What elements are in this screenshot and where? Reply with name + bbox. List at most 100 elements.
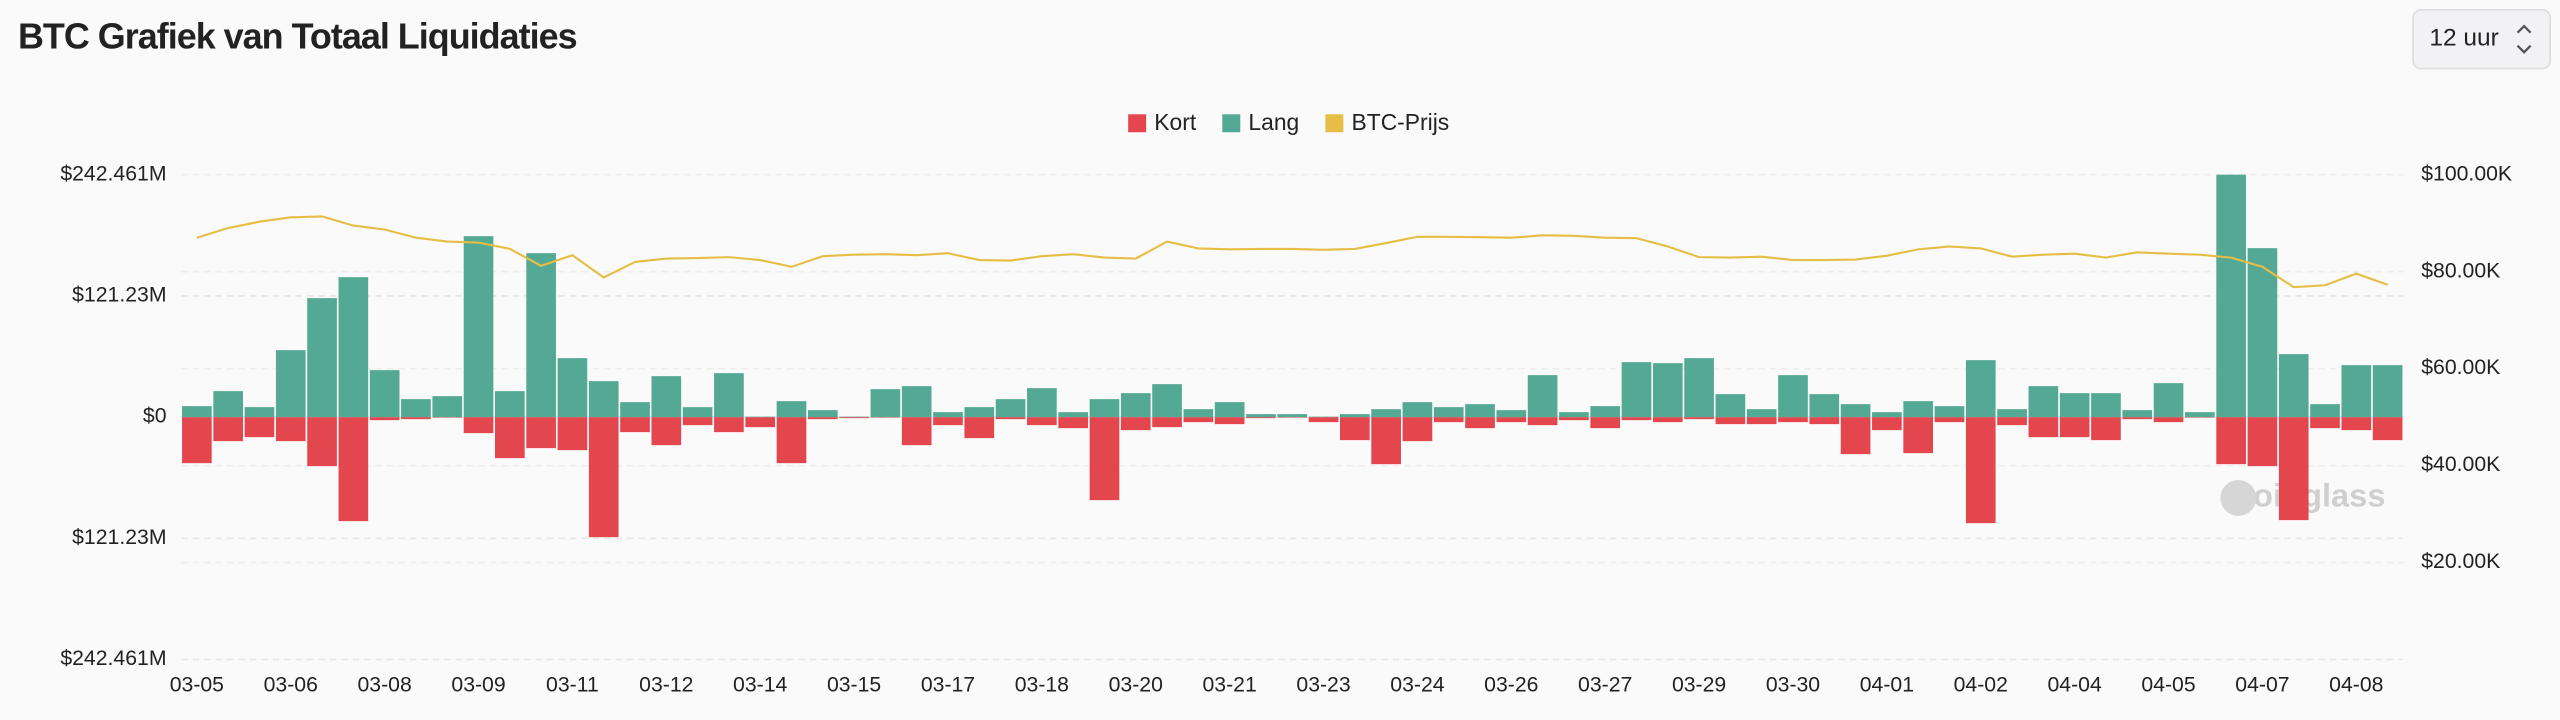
bar <box>1496 410 1527 418</box>
bar <box>2247 248 2278 418</box>
bar <box>2341 365 2372 418</box>
bar <box>1715 417 1746 425</box>
chart-title: BTC Grafiek van Totaal Liquidaties <box>18 16 577 57</box>
bar <box>401 417 431 420</box>
bar <box>1746 409 1777 418</box>
bar <box>1214 402 1245 418</box>
bar <box>2028 386 2059 418</box>
x-tick-label: 03-23 <box>1296 673 1350 696</box>
bar <box>338 277 369 418</box>
x-tick-label: 04-02 <box>1954 673 2008 696</box>
bar <box>807 417 838 420</box>
bar <box>1684 417 1714 420</box>
x-tick-label: 03-20 <box>1109 673 1163 696</box>
bar <box>338 417 369 522</box>
bar <box>275 350 306 418</box>
bar <box>1277 414 1308 418</box>
y-tick-label: $0 <box>143 405 167 428</box>
bar <box>1433 407 1464 418</box>
bar <box>526 417 556 449</box>
x-tick-label: 03-09 <box>451 673 505 696</box>
x-tick-label: 03-24 <box>1390 673 1444 696</box>
price-line <box>196 215 2388 289</box>
legend-swatch <box>1325 114 1344 133</box>
bar <box>1559 412 1589 418</box>
bar <box>1527 417 1558 426</box>
bar <box>463 236 494 418</box>
x-tick-label: 03-08 <box>358 673 412 696</box>
bar <box>1371 409 1401 418</box>
x-tick-label: 03-06 <box>264 673 318 696</box>
bar <box>933 412 963 418</box>
bar <box>1340 414 1370 418</box>
legend-label: Kort <box>1154 109 1197 135</box>
legend-label: Lang <box>1248 109 1299 135</box>
bar <box>1840 417 1871 455</box>
bar <box>495 417 525 459</box>
bar <box>1027 417 1057 426</box>
bar <box>2278 417 2309 521</box>
bar <box>1778 375 1808 418</box>
bar <box>682 407 713 418</box>
bar <box>1246 417 1276 419</box>
bar <box>1652 363 1683 418</box>
bar <box>1058 417 1089 429</box>
bar <box>1872 417 1902 431</box>
bar <box>182 406 212 418</box>
bar <box>745 417 776 428</box>
bar <box>2216 174 2246 418</box>
bar <box>526 253 556 418</box>
bar <box>463 417 494 434</box>
x-tick-label: 03-15 <box>827 673 881 696</box>
interval-label[interactable]: 12 uur <box>2429 25 2498 52</box>
bar <box>1621 417 1652 421</box>
bar <box>1027 388 1057 418</box>
bar <box>995 417 1026 420</box>
bar <box>839 417 869 419</box>
bar <box>2372 417 2403 441</box>
bar <box>2122 417 2153 420</box>
x-tick-label: 03-30 <box>1766 673 1820 696</box>
bar <box>1120 417 1151 431</box>
x-tick-label: 03-18 <box>1015 673 1069 696</box>
bar <box>307 417 337 467</box>
bar <box>1934 406 1965 418</box>
bar <box>995 399 1026 418</box>
bar <box>2310 404 2340 418</box>
x-tick-label: 04-05 <box>2141 673 2195 696</box>
bar <box>2153 417 2184 423</box>
bar <box>1621 362 1652 418</box>
bar <box>2185 412 2215 418</box>
bar <box>1559 417 1589 421</box>
bar <box>714 373 744 418</box>
bar <box>588 381 619 418</box>
bar <box>2216 417 2246 465</box>
bar <box>901 417 932 446</box>
bar <box>2091 417 2121 441</box>
bar <box>620 417 650 433</box>
bar <box>1371 417 1401 465</box>
bar <box>776 417 807 464</box>
y2-tick-label: $40.00K <box>2421 453 2500 476</box>
y-tick-label: $121.23M <box>72 526 166 549</box>
bar <box>1496 417 1527 423</box>
bar <box>620 402 650 418</box>
bar <box>1340 417 1370 441</box>
bar <box>933 417 963 426</box>
bar <box>1872 412 1902 418</box>
watermark: coinglass <box>2235 477 2386 514</box>
bar <box>432 396 463 418</box>
bar <box>557 358 588 418</box>
bar <box>1809 394 1840 418</box>
bar <box>1997 417 2027 426</box>
bar <box>1120 393 1151 418</box>
x-tick-label: 03-26 <box>1484 673 1538 696</box>
legend-swatch <box>1128 114 1147 133</box>
bar <box>1433 417 1464 423</box>
bar <box>2059 417 2090 438</box>
interval-select[interactable] <box>2412 8 2552 70</box>
bar <box>1246 414 1276 418</box>
bar <box>2028 417 2059 438</box>
bar <box>1152 417 1182 428</box>
